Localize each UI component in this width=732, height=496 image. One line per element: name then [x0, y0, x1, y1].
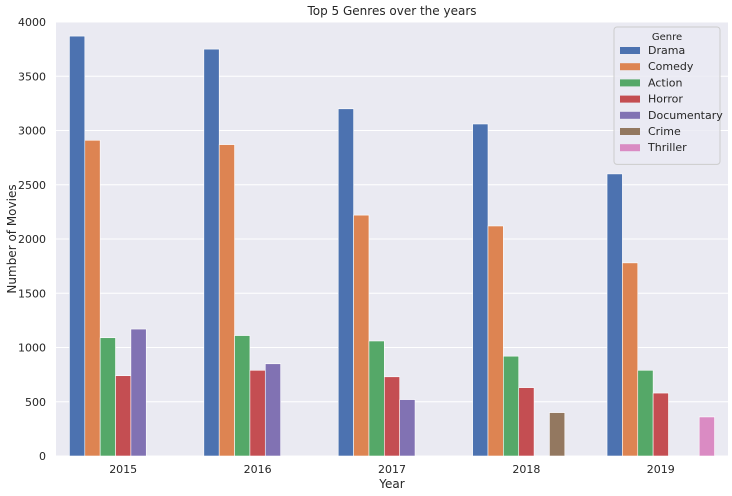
y-axis-ticks: 0 500 1000 1500 2000 2500 3000 3500 4000 [18, 16, 46, 463]
legend-label-action: Action [648, 76, 682, 89]
x-tick-label: 2018 [512, 463, 540, 476]
bar-crime-2018 [549, 412, 566, 457]
x-tick-label: 2016 [244, 463, 272, 476]
bar-documentary-2015 [130, 328, 147, 457]
bar-comedy-2017 [353, 214, 370, 457]
legend-title: Genre [652, 32, 682, 43]
bar-action-2015 [99, 337, 116, 457]
y-tick-label: 2000 [18, 233, 46, 246]
y-tick-label: 500 [25, 396, 46, 409]
y-tick-label: 1000 [18, 342, 46, 355]
bar-drama-2019 [606, 173, 623, 457]
bar-drama-2016 [203, 48, 220, 457]
legend: Genre Drama Comedy Action Horror Documentary… [613, 26, 723, 165]
x-tick-label: 2015 [109, 463, 137, 476]
x-tick-label: 2019 [647, 463, 675, 476]
legend-swatch-horror [620, 95, 640, 103]
bar-horror-2015 [115, 375, 132, 457]
bar-documentary-2016 [264, 363, 281, 457]
legend-label-crime: Crime [648, 125, 681, 138]
x-tick-label: 2017 [378, 463, 406, 476]
bar-comedy-2019 [622, 262, 639, 457]
bar-drama-2015 [69, 35, 86, 457]
legend-swatch-drama [620, 47, 640, 54]
legend-swatch-action [620, 79, 640, 87]
bar-horror-2018 [518, 387, 535, 457]
legend-label-comedy: Comedy [648, 60, 694, 73]
bar-horror-2017 [384, 376, 400, 457]
bar-thriller-2019 [698, 416, 715, 457]
bars [69, 35, 715, 457]
bar-horror-2016 [249, 369, 266, 457]
y-tick-label: 3500 [18, 70, 46, 83]
x-axis-ticks: 2015 2016 2017 2018 2019 [109, 463, 675, 476]
bar-comedy-2015 [84, 139, 101, 457]
bar-drama-2018 [472, 123, 489, 457]
x-axis-label: Year [378, 477, 404, 491]
bar-horror-2019 [652, 392, 669, 457]
y-tick-label: 2500 [18, 179, 46, 192]
bar-action-2017 [368, 340, 385, 457]
bar-documentary-2017 [399, 399, 416, 457]
legend-items: Drama Comedy Action Horror Documentary Crime T… [620, 44, 723, 154]
y-tick-label: 3000 [18, 125, 46, 138]
y-tick-label: 0 [39, 450, 46, 463]
legend-swatch-crime [620, 128, 640, 135]
legend-box [613, 26, 721, 165]
legend-swatch-thriller [620, 144, 640, 152]
y-axis-label: Number of Movies [5, 184, 19, 293]
legend-label-thriller: Thriller [647, 141, 687, 154]
legend-swatch-comedy [620, 63, 640, 71]
bar-action-2019 [637, 369, 654, 457]
legend-label-horror: Horror [648, 93, 683, 106]
bar-comedy-2016 [218, 144, 235, 457]
bar-comedy-2018 [487, 225, 504, 457]
y-tick-label: 1500 [18, 287, 46, 300]
bar-action-2016 [234, 335, 251, 457]
legend-label-documentary: Documentary [648, 109, 723, 122]
legend-swatch-documentary [620, 111, 640, 119]
chart-title: Top 5 Genres over the years [306, 4, 476, 18]
y-tick-label: 4000 [18, 16, 46, 29]
bar-drama-2017 [337, 108, 354, 457]
legend-label-drama: Drama [648, 44, 685, 57]
bar-action-2018 [503, 355, 520, 457]
